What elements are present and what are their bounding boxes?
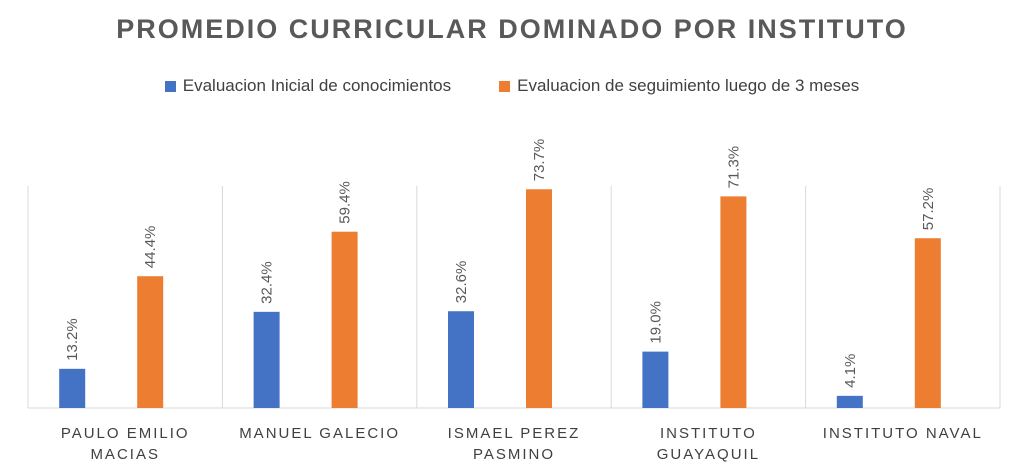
bar-followup (914, 238, 941, 408)
data-label-initial: 19.0% (647, 301, 664, 344)
data-label-initial: 32.6% (453, 261, 470, 304)
bar-followup (331, 231, 358, 408)
legend-swatch-initial (164, 80, 176, 92)
data-label-initial: 32.4% (259, 261, 276, 304)
legend-label-initial: Evaluacion Inicial de conocimientos (182, 76, 452, 95)
bar-initial (253, 311, 280, 408)
bar-initial (836, 395, 863, 408)
legend: Evaluacion Inicial de conocimientos Eval… (0, 76, 1024, 96)
chart-title: PROMEDIO CURRICULAR DOMINADO POR INSTITU… (116, 14, 908, 44)
category-label: PASMINO (473, 446, 555, 463)
data-label-followup: 44.4% (142, 226, 159, 269)
bar-followup (720, 196, 747, 408)
legend-label-followup: Evaluacion de seguimiento luego de 3 mes… (517, 76, 860, 95)
legend-swatch-followup (499, 80, 511, 92)
legend-item-followup[interactable]: Evaluacion de seguimiento luego de 3 mes… (499, 76, 859, 96)
category-label: ISMAEL PEREZ (448, 425, 581, 442)
bar-initial (448, 311, 474, 408)
bar-initial (59, 368, 86, 408)
bar-followup (526, 189, 552, 408)
category-label: MANUEL GALECIO (239, 425, 400, 442)
data-label-followup: 73.7% (531, 139, 548, 182)
category-label: GUAYAQUIL (657, 446, 760, 463)
data-label-followup: 59.4% (337, 181, 354, 224)
data-label-initial: 4.1% (842, 354, 859, 388)
bar-followup (137, 276, 164, 408)
category-label: MACIAS (90, 446, 160, 463)
bar-initial (642, 351, 669, 408)
category-label: INSTITUTO (660, 425, 757, 442)
category-label: INSTITUTO NAVAL (823, 425, 983, 442)
data-label-followup: 71.3% (725, 146, 742, 189)
category-label: PAULO EMILIO (61, 425, 190, 442)
data-label-followup: 57.2% (920, 188, 937, 231)
data-label-initial: 13.2% (64, 318, 81, 361)
legend-item-initial[interactable]: Evaluacion Inicial de conocimientos (164, 76, 452, 96)
